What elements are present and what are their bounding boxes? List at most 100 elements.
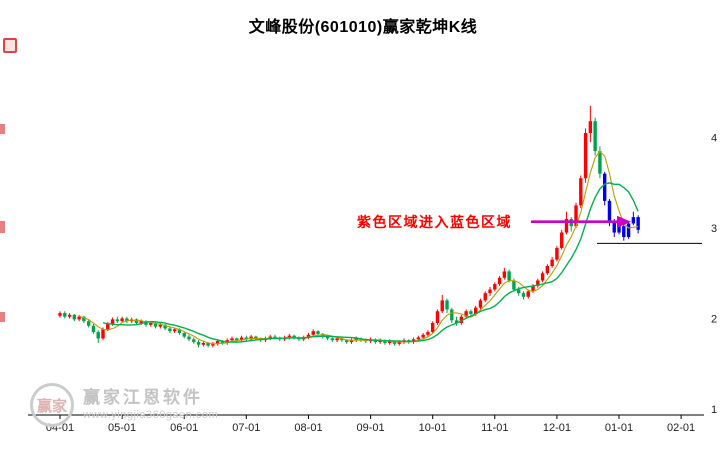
candle-body bbox=[459, 316, 464, 324]
candle-body bbox=[507, 271, 511, 281]
candle-body bbox=[254, 336, 258, 339]
candle-body bbox=[287, 335, 292, 338]
candle-body bbox=[172, 329, 177, 332]
candle-body bbox=[469, 311, 473, 314]
candle-body bbox=[153, 323, 158, 327]
x-axis-label: 06-01 bbox=[170, 422, 198, 434]
candle-body bbox=[115, 319, 120, 322]
candle-body bbox=[387, 341, 392, 343]
candle-body bbox=[598, 151, 602, 174]
candle-body bbox=[77, 316, 81, 320]
candle-body bbox=[125, 318, 129, 322]
annotation-arrow-head bbox=[617, 215, 631, 228]
candle-body bbox=[182, 332, 186, 337]
candle-body bbox=[335, 338, 339, 341]
candle-body bbox=[440, 300, 444, 312]
candle-body bbox=[602, 173, 607, 201]
candle-body bbox=[478, 300, 483, 308]
candle-body bbox=[349, 340, 354, 343]
candle-body bbox=[58, 313, 62, 316]
candle-body bbox=[493, 284, 497, 290]
candle-body bbox=[430, 323, 435, 333]
y-axis-label: 1 bbox=[711, 404, 717, 416]
candle-body bbox=[120, 318, 124, 322]
candle-body bbox=[488, 289, 492, 294]
corner-seal-mark bbox=[3, 38, 17, 53]
candle-body bbox=[235, 338, 239, 341]
watermark-logo-text: 赢家 bbox=[36, 397, 67, 415]
left-edge-mark bbox=[0, 221, 5, 233]
candle-body bbox=[464, 311, 468, 317]
candle-body bbox=[435, 311, 440, 324]
candle-body bbox=[215, 341, 220, 344]
x-axis-label: 07-01 bbox=[232, 422, 260, 434]
candle-body bbox=[593, 121, 597, 152]
candle-body bbox=[101, 329, 105, 339]
candle-body bbox=[531, 285, 535, 292]
candle-body bbox=[545, 266, 550, 274]
watermark-url: www.yingjia360gaen.com bbox=[83, 409, 219, 422]
watermark-text: 赢家江恩软件 www.yingjia360gaen.com bbox=[83, 388, 219, 422]
candle-body bbox=[536, 280, 540, 286]
candle-body bbox=[607, 200, 612, 221]
candle-body bbox=[211, 343, 215, 346]
x-axis-label: 10-01 bbox=[419, 422, 447, 434]
candle-body bbox=[311, 331, 315, 335]
candle-body bbox=[516, 289, 521, 294]
candle-body bbox=[330, 338, 335, 341]
candle-body bbox=[187, 336, 191, 340]
candle-body bbox=[168, 328, 172, 332]
candle-body bbox=[163, 324, 167, 329]
chart-title: 文峰股份(601010)赢家乾坤K线 bbox=[248, 19, 478, 36]
candle-body bbox=[106, 323, 110, 330]
candle-body bbox=[316, 331, 320, 334]
candle-body bbox=[397, 342, 401, 344]
candle-body bbox=[244, 337, 249, 340]
x-axis-label: 05-01 bbox=[108, 422, 136, 434]
candle-body bbox=[583, 132, 588, 179]
candle-body bbox=[579, 178, 583, 206]
x-axis-label: 11-01 bbox=[481, 422, 508, 434]
x-axis-label: 02-01 bbox=[667, 422, 695, 434]
x-axis-label: 12-01 bbox=[543, 422, 571, 434]
candle-body bbox=[158, 324, 163, 327]
left-edge-mark bbox=[0, 124, 5, 134]
candle-body bbox=[483, 293, 487, 301]
x-axis-label: 08-01 bbox=[294, 422, 322, 434]
candle-body bbox=[631, 217, 636, 224]
candle-body bbox=[292, 335, 296, 338]
candle-body bbox=[559, 232, 564, 248]
candle-body bbox=[192, 339, 196, 343]
candle-body bbox=[86, 321, 91, 326]
candle-body bbox=[201, 342, 206, 345]
candle-body bbox=[220, 341, 225, 343]
candle-body bbox=[344, 340, 349, 343]
candle-body bbox=[139, 321, 143, 324]
candle-body bbox=[526, 291, 530, 297]
candle-body bbox=[426, 332, 430, 335]
candle-body bbox=[502, 271, 507, 278]
candle-body bbox=[144, 321, 148, 325]
candle-body bbox=[636, 217, 640, 230]
candle-body bbox=[450, 309, 454, 321]
candle-body bbox=[306, 334, 311, 338]
candle-body bbox=[325, 336, 330, 339]
candle-body bbox=[149, 323, 153, 325]
y-axis-label: 3 bbox=[711, 223, 717, 235]
candle-body bbox=[421, 334, 425, 338]
candle-body bbox=[626, 223, 631, 238]
annotation-text: 紫色区域进入蓝色区域 bbox=[357, 214, 512, 230]
candle-body bbox=[550, 259, 554, 267]
candle-body bbox=[177, 329, 182, 333]
candle-body bbox=[63, 313, 67, 317]
candle-body bbox=[82, 316, 86, 322]
watermark: 赢家 赢家江恩软件 www.yingjia360gaen.com bbox=[30, 383, 218, 427]
candle-body bbox=[445, 300, 449, 310]
candle-body bbox=[574, 205, 578, 227]
candle-body bbox=[473, 307, 478, 314]
ma-fast-line bbox=[78, 150, 639, 345]
candle-body bbox=[91, 325, 96, 333]
candle-body bbox=[273, 336, 277, 338]
